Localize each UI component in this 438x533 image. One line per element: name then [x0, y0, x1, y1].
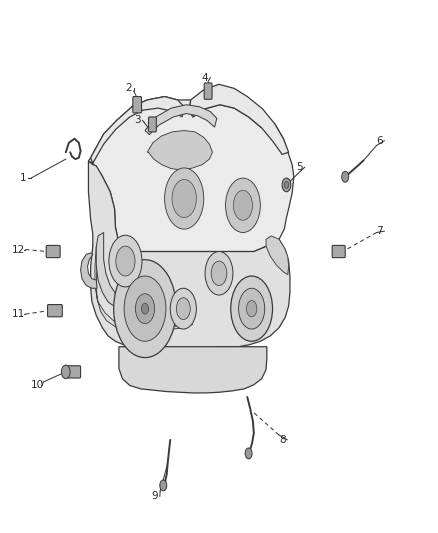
Circle shape	[342, 171, 349, 182]
Polygon shape	[88, 96, 294, 252]
FancyBboxPatch shape	[67, 366, 81, 378]
Text: 4: 4	[202, 72, 208, 83]
Circle shape	[114, 260, 177, 358]
Text: 6: 6	[376, 136, 382, 146]
Text: 3: 3	[134, 115, 141, 125]
Circle shape	[172, 180, 196, 217]
Circle shape	[135, 294, 155, 324]
Circle shape	[284, 182, 289, 188]
Circle shape	[282, 178, 291, 192]
Text: 5: 5	[296, 162, 303, 172]
Polygon shape	[95, 246, 193, 331]
Circle shape	[239, 288, 265, 329]
Polygon shape	[88, 161, 290, 350]
Polygon shape	[189, 84, 289, 155]
Circle shape	[141, 303, 148, 314]
Text: 7: 7	[376, 226, 382, 236]
Polygon shape	[119, 346, 267, 393]
Text: 2: 2	[125, 83, 132, 93]
FancyBboxPatch shape	[46, 245, 60, 257]
Circle shape	[233, 190, 253, 220]
Circle shape	[211, 261, 227, 286]
Circle shape	[170, 288, 196, 329]
Text: 8: 8	[279, 435, 286, 445]
Circle shape	[165, 168, 204, 229]
Circle shape	[124, 276, 166, 341]
Circle shape	[231, 276, 272, 341]
Text: 10: 10	[31, 381, 44, 391]
Circle shape	[109, 235, 142, 287]
Circle shape	[177, 298, 190, 319]
Polygon shape	[91, 96, 184, 163]
Text: 12: 12	[12, 245, 25, 254]
Polygon shape	[96, 232, 141, 306]
FancyBboxPatch shape	[148, 117, 156, 132]
FancyBboxPatch shape	[133, 96, 141, 113]
Polygon shape	[266, 236, 289, 274]
Circle shape	[247, 301, 257, 317]
Text: 9: 9	[151, 491, 158, 501]
FancyBboxPatch shape	[332, 245, 345, 257]
Circle shape	[245, 448, 252, 459]
Polygon shape	[81, 253, 97, 288]
Polygon shape	[147, 131, 212, 170]
Circle shape	[160, 480, 167, 491]
Circle shape	[61, 365, 70, 378]
Polygon shape	[145, 104, 217, 135]
FancyBboxPatch shape	[47, 304, 62, 317]
Text: 1: 1	[20, 173, 26, 183]
Circle shape	[226, 178, 260, 232]
Circle shape	[205, 252, 233, 295]
Circle shape	[116, 246, 135, 276]
Text: 11: 11	[12, 309, 25, 319]
FancyBboxPatch shape	[204, 83, 212, 99]
